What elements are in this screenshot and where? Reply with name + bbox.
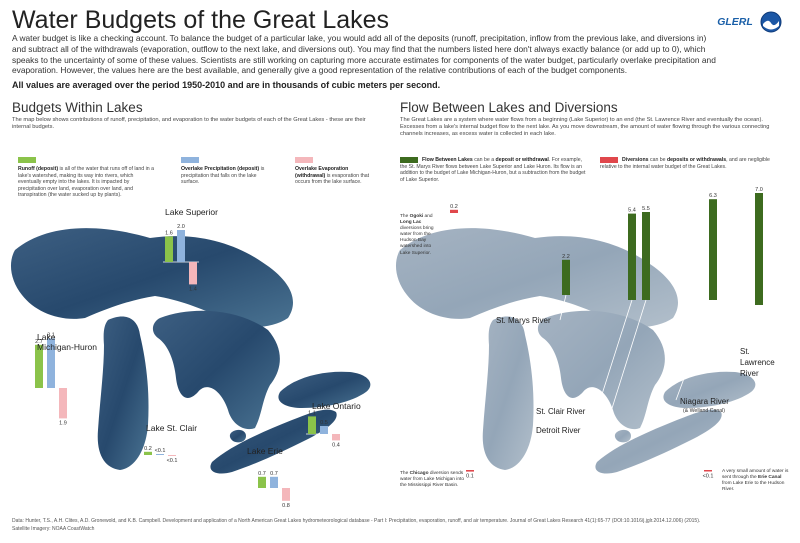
left-section-description: The map below shows contributions of run… <box>12 117 366 131</box>
lake-erie-gray-shape <box>595 409 722 474</box>
bar-evap-0 <box>189 262 197 285</box>
bar-evap-2 <box>168 455 176 456</box>
value-label-precip-0: 2.0 <box>177 224 185 230</box>
flow-bars: 0.2 2.2 5.4 5.5 6.3 7.0 0.1 <0.1 <box>450 187 763 480</box>
intro-paragraph: A water budget is like a checking accoun… <box>12 33 716 76</box>
bar-flow-2 <box>628 213 636 300</box>
value-label-evap-4: 0.4 <box>332 442 340 448</box>
bar-runoff-0 <box>165 236 173 262</box>
right-lake-map <box>395 228 756 474</box>
glerl-logo: GLERL <box>717 16 753 28</box>
bar-precip-0 <box>177 230 185 262</box>
value-label-runoff-0: 1.6 <box>165 230 173 236</box>
bar-flow-7 <box>704 470 712 472</box>
bar-flow-6 <box>466 470 474 472</box>
lake-superior-gray-shape <box>395 228 678 327</box>
value-label-runoff-4: 1.1 <box>308 410 316 416</box>
legend-diversion: Diversions can be deposits or withdrawal… <box>600 157 770 170</box>
bar-precip-3 <box>270 476 278 488</box>
value-label-precip-1: 3.1 <box>47 332 55 338</box>
bar-runoff-4 <box>308 416 316 434</box>
label-st-lawrence-river: St. Lawrence River <box>740 347 775 378</box>
value-label-precip-2: <0.1 <box>155 448 166 454</box>
bar-flow-5 <box>755 193 763 305</box>
lake-superior-shape <box>10 228 293 327</box>
legend-evaporation: Overlake Evaporation (withdrawal) is eva… <box>295 166 370 186</box>
bar-flow-3 <box>642 212 650 300</box>
label-niagara-river: Niagara River <box>680 397 729 406</box>
label-lake-superior: Lake Superior <box>165 207 218 217</box>
flow-swatch <box>400 157 418 163</box>
legend-precipitation: Overlake Precipitation (deposit) is prec… <box>181 166 265 186</box>
value-label-flow-0: 0.2 <box>450 204 458 210</box>
bar-runoff-2 <box>144 451 152 455</box>
right-section-description: The Great Lakes are a system where water… <box>400 117 770 138</box>
lake-erie-shape <box>210 409 337 474</box>
runoff-swatch <box>18 157 36 163</box>
value-label-flow-3: 5.5 <box>642 206 650 212</box>
lake-st-clair-shape <box>229 429 246 443</box>
bar-evap-1 <box>59 388 67 419</box>
value-label-evap-2: <0.1 <box>167 458 178 464</box>
bar-precip-1 <box>47 338 55 388</box>
value-label-flow-4: 6.3 <box>709 193 717 199</box>
page-title: Water Budgets of the Great Lakes <box>12 6 390 34</box>
lake-st-clair-gray-shape <box>614 429 631 443</box>
precipitation-swatch <box>181 157 199 163</box>
value-label-runoff-1: 2.7 <box>35 339 43 345</box>
value-label-precip-3: 0.7 <box>270 471 278 477</box>
label-lake-michigan-huron: Lake Michigan-Huron <box>37 332 97 352</box>
value-label-runoff-2: 0.2 <box>144 446 152 452</box>
lake-budget-bars: 1.62.01.42.73.11.90.2 <0.1<0.10.7 0.70.81.… <box>33 224 342 509</box>
diversion-swatch <box>600 157 618 163</box>
data-citation: Data: Hunter, T.S., A.H. Clites, A.D. Gr… <box>12 518 701 524</box>
value-label-precip-4: 0.5 <box>320 420 328 426</box>
label-lake-ontario: Lake Ontario <box>312 401 361 411</box>
lake-michigan-gray-shape <box>482 316 534 470</box>
label-st-marys-river: St. Marys River <box>496 316 551 325</box>
legend-runoff: Runoff (deposit) is all of the water tha… <box>18 166 154 199</box>
label-detroit-river: Detroit River <box>536 426 581 435</box>
label-st-clair-river: St. Clair River <box>536 407 586 416</box>
flow-pointer-lines <box>559 294 760 438</box>
value-label-flow-6: 0.1 <box>466 474 474 480</box>
legend-flow: Flow Between Lakes can be a deposit or w… <box>400 157 586 183</box>
value-label-evap-1: 1.9 <box>59 420 67 426</box>
note-chicago-diversion: The Chicago diversion sends water from L… <box>400 471 464 489</box>
note-ogoki-long-lac: The Ogoki and Long Lac diversions bring … <box>400 214 434 256</box>
label-lake-erie: Lake Erie <box>247 446 283 456</box>
bar-precip-2 <box>156 454 164 455</box>
value-label-flow-5: 7.0 <box>755 187 763 193</box>
intro-units-note: All values are averaged over the period … <box>12 80 441 90</box>
lake-huron-shape <box>152 310 280 430</box>
value-label-flow-2: 5.4 <box>628 208 636 214</box>
bar-flow-1 <box>562 259 570 295</box>
left-section-title: Budgets Within Lakes <box>12 100 143 115</box>
bar-evap-3 <box>282 488 290 501</box>
imagery-credit: Satellite Imagery: NOAA CoastWatch <box>12 526 95 532</box>
bar-runoff-1 <box>35 344 43 388</box>
bar-precip-4 <box>320 426 328 434</box>
noaa-logo <box>760 11 782 33</box>
right-section-title: Flow Between Lakes and Diversions <box>400 100 618 115</box>
value-label-flow-7: <0.1 <box>703 474 714 480</box>
value-label-evap-0: 1.4 <box>189 286 197 292</box>
left-lake-map <box>10 228 371 474</box>
value-label-evap-3: 0.8 <box>282 503 290 509</box>
lake-ontario-shape <box>278 371 371 408</box>
footer: Data: Hunter, T.S., A.H. Clites, A.D. Gr… <box>12 517 700 533</box>
bar-runoff-3 <box>258 476 266 488</box>
label-lake-st-clair: Lake St. Clair <box>146 423 198 433</box>
value-label-runoff-3: 0.7 <box>258 471 266 477</box>
label-niagara-sub: (& Welland Canal) <box>683 408 725 414</box>
lake-michigan-shape <box>97 316 149 470</box>
lake-ontario-gray-shape <box>663 371 756 408</box>
note-erie-canal: A very small amount of water is sent thr… <box>722 469 789 493</box>
value-label-flow-1: 2.2 <box>562 254 570 260</box>
evaporation-swatch <box>295 157 313 163</box>
bar-flow-0 <box>450 209 458 213</box>
bar-evap-4 <box>332 434 340 441</box>
bar-flow-4 <box>709 199 717 300</box>
